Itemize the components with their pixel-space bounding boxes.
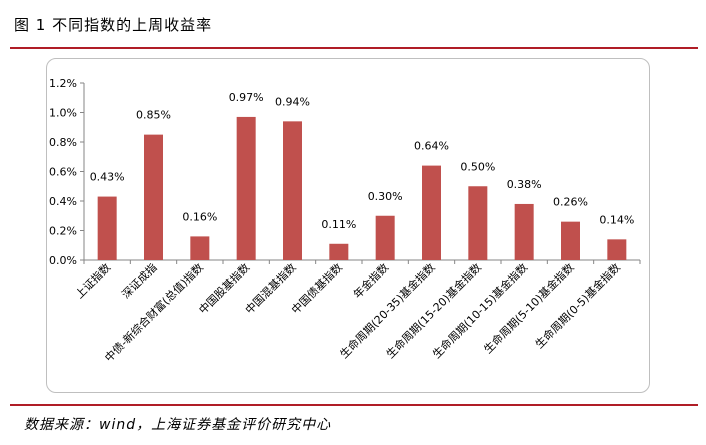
- bar: [561, 221, 580, 260]
- y-tick-label: 0.6%: [49, 166, 77, 179]
- x-tick-label: 深证成指: [119, 260, 160, 301]
- x-tick-label: 年金指数: [350, 260, 391, 301]
- x-tick-label: 生命周期(5-10)基金指数: [481, 260, 577, 356]
- bar: [144, 134, 163, 260]
- x-tick-label: 生命周期(15-20)基金指数: [383, 260, 484, 361]
- data-label: 0.97%: [229, 91, 264, 104]
- bar: [422, 165, 441, 260]
- data-label: 0.11%: [321, 218, 356, 231]
- data-label: 0.94%: [275, 95, 310, 108]
- data-label: 0.43%: [90, 171, 125, 184]
- bar: [607, 239, 627, 260]
- bar: [329, 243, 349, 260]
- x-tick-label: 上证指数: [72, 260, 113, 301]
- bar: [190, 236, 210, 260]
- title-divider: [10, 47, 698, 49]
- data-label: 0.26%: [553, 196, 588, 209]
- y-tick-label: 0.0%: [49, 254, 77, 267]
- bar: [97, 196, 117, 260]
- x-tick-label: 生命周期(10-15)基金指数: [429, 260, 530, 361]
- data-label: 0.85%: [136, 109, 171, 122]
- bar: [283, 121, 302, 260]
- bar: [375, 215, 395, 260]
- y-tick-label: 0.2%: [49, 225, 77, 238]
- x-tick-label: 生命周期(0-5)基金指数: [532, 260, 623, 351]
- data-label: 0.14%: [599, 213, 634, 226]
- bar: [236, 116, 256, 260]
- y-tick-label: 0.8%: [49, 136, 77, 149]
- source-note: 数据来源：wind，上海证券基金评价研究中心: [24, 417, 332, 433]
- bar: [468, 186, 488, 260]
- data-label: 0.64%: [414, 140, 449, 153]
- x-tick-label: 生命周期(20-35)基金指数: [337, 260, 438, 361]
- figure-title: 图 1 不同指数的上周收益率: [14, 16, 213, 34]
- data-label: 0.16%: [182, 210, 217, 223]
- source-divider: [10, 404, 698, 406]
- bar: [514, 203, 534, 260]
- y-tick-label: 0.4%: [49, 195, 77, 208]
- y-tick-label: 1.2%: [49, 77, 77, 90]
- y-tick-label: 1.0%: [49, 107, 77, 120]
- data-label: 0.30%: [368, 190, 403, 203]
- data-label: 0.50%: [460, 160, 495, 173]
- data-label: 0.38%: [507, 178, 542, 191]
